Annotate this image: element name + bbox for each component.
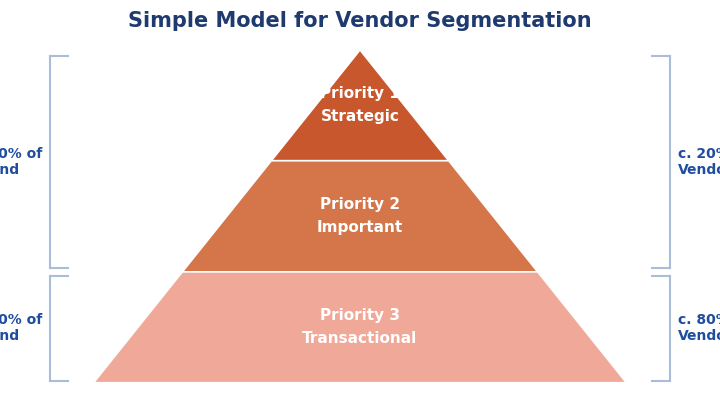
Text: c. 80% of
Vendors: c. 80% of Vendors <box>678 313 720 344</box>
Text: c. 20% of
Spend: c. 20% of Spend <box>0 313 42 344</box>
Text: Priority 2: Priority 2 <box>320 197 400 212</box>
Text: Priority 3: Priority 3 <box>320 308 400 323</box>
Text: c. 80% of
Spend: c. 80% of Spend <box>0 147 42 177</box>
Text: Important: Important <box>317 220 403 235</box>
Polygon shape <box>271 50 449 161</box>
Polygon shape <box>94 272 626 383</box>
Polygon shape <box>182 161 538 272</box>
Text: Priority 1: Priority 1 <box>320 86 400 101</box>
Text: Transactional: Transactional <box>302 332 418 347</box>
Text: c. 20% of
Vendors: c. 20% of Vendors <box>678 147 720 177</box>
Text: Strategic: Strategic <box>320 109 400 124</box>
Text: Simple Model for Vendor Segmentation: Simple Model for Vendor Segmentation <box>128 11 592 31</box>
